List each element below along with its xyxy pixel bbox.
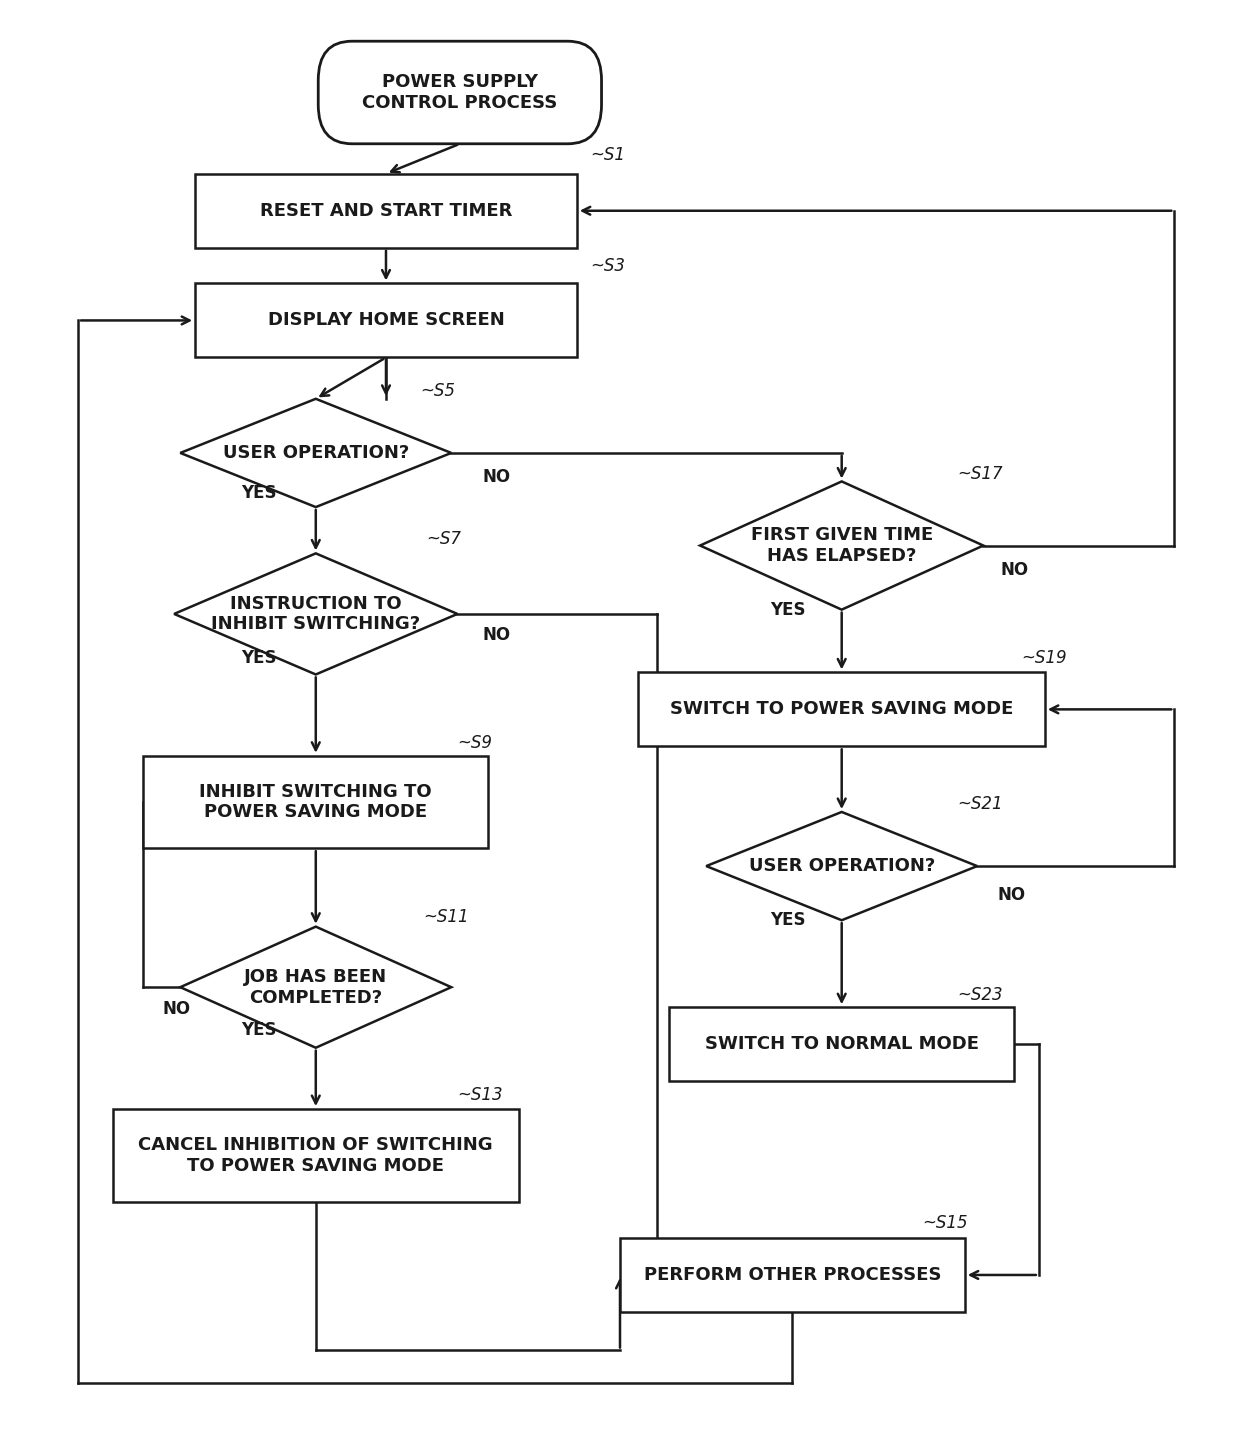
Text: ~S5: ~S5	[420, 383, 455, 400]
Text: ~S1: ~S1	[590, 146, 625, 163]
Text: YES: YES	[242, 649, 277, 668]
Text: INSTRUCTION TO
INHIBIT SWITCHING?: INSTRUCTION TO INHIBIT SWITCHING?	[211, 595, 420, 633]
Text: ~S21: ~S21	[957, 795, 1003, 814]
Text: ~S13: ~S13	[458, 1086, 503, 1103]
Text: USER OPERATION?: USER OPERATION?	[223, 444, 409, 461]
Polygon shape	[174, 553, 458, 675]
Text: ~S15: ~S15	[921, 1214, 967, 1232]
Text: ~S9: ~S9	[458, 734, 492, 752]
Text: NO: NO	[482, 469, 511, 486]
Text: CANCEL INHIBITION OF SWITCHING
TO POWER SAVING MODE: CANCEL INHIBITION OF SWITCHING TO POWER …	[139, 1136, 494, 1175]
Text: USER OPERATION?: USER OPERATION?	[749, 857, 935, 876]
Bar	[144, 755, 489, 848]
Text: NO: NO	[162, 1000, 191, 1017]
Text: ~S19: ~S19	[1022, 649, 1068, 666]
Text: ~S17: ~S17	[957, 464, 1003, 483]
Bar	[620, 1238, 965, 1313]
Text: NO: NO	[1001, 560, 1028, 579]
Polygon shape	[701, 481, 983, 609]
Text: NO: NO	[998, 886, 1025, 904]
Text: ~S7: ~S7	[427, 530, 461, 549]
Text: SWITCH TO POWER SAVING MODE: SWITCH TO POWER SAVING MODE	[670, 701, 1013, 718]
Text: INHIBIT SWITCHING TO
POWER SAVING MODE: INHIBIT SWITCHING TO POWER SAVING MODE	[200, 782, 432, 821]
FancyBboxPatch shape	[319, 42, 601, 143]
Text: YES: YES	[242, 1020, 277, 1039]
Text: YES: YES	[770, 911, 805, 929]
Text: YES: YES	[242, 484, 277, 502]
Text: POWER SUPPLY
CONTROL PROCESS: POWER SUPPLY CONTROL PROCESS	[362, 73, 558, 112]
Polygon shape	[180, 927, 451, 1048]
Text: PERFORM OTHER PROCESSES: PERFORM OTHER PROCESSES	[644, 1265, 941, 1284]
Text: ~S11: ~S11	[423, 909, 469, 926]
Text: FIRST GIVEN TIME
HAS ELAPSED?: FIRST GIVEN TIME HAS ELAPSED?	[750, 526, 932, 565]
Text: JOB HAS BEEN
COMPLETED?: JOB HAS BEEN COMPLETED?	[244, 967, 387, 1006]
Polygon shape	[180, 398, 451, 507]
Bar	[639, 672, 1045, 747]
Text: SWITCH TO NORMAL MODE: SWITCH TO NORMAL MODE	[704, 1035, 978, 1053]
Bar	[195, 284, 577, 357]
Bar	[195, 173, 577, 248]
Bar	[670, 1007, 1014, 1082]
Text: DISPLAY HOME SCREEN: DISPLAY HOME SCREEN	[268, 311, 505, 330]
Text: RESET AND START TIMER: RESET AND START TIMER	[260, 202, 512, 219]
Text: ~S23: ~S23	[957, 986, 1003, 1005]
Text: YES: YES	[770, 600, 805, 619]
Text: ~S3: ~S3	[590, 257, 625, 275]
Polygon shape	[707, 813, 977, 920]
Bar	[113, 1109, 520, 1202]
Text: NO: NO	[482, 626, 511, 645]
